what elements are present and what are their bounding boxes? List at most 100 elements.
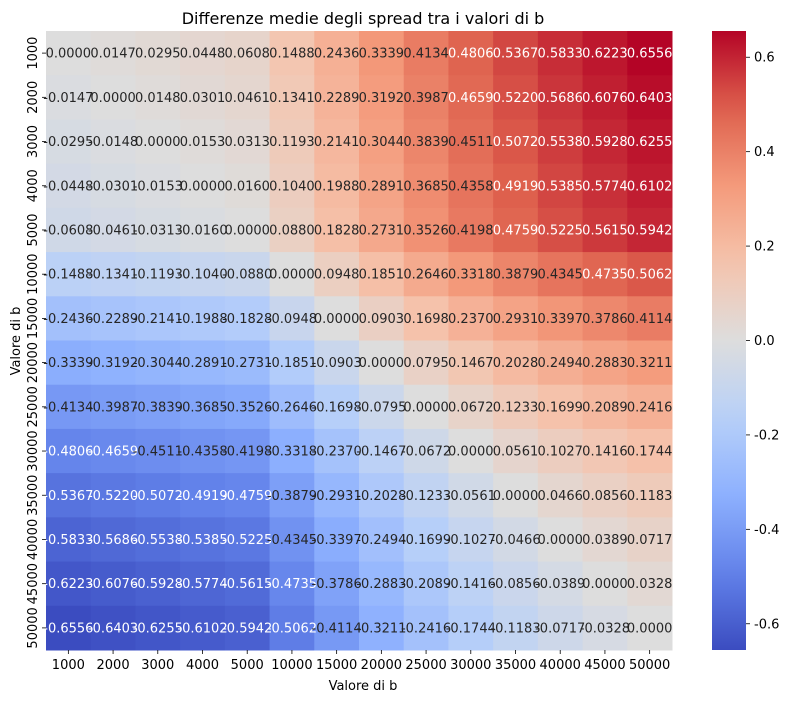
heatmap-cell [180, 75, 226, 120]
x-axis-ticks: 1000 2000 3000 4000 5000 10000 15000 20000 25000… [52, 650, 670, 673]
x-tick-label: 30000 [450, 658, 491, 673]
heatmap-cell [269, 384, 315, 430]
cell-value-label: 0.0295 [135, 47, 181, 62]
heatmap-cell [582, 517, 628, 563]
heatmap-cell [403, 340, 449, 386]
heatmap-cell [180, 384, 226, 430]
heatmap-cell [403, 428, 449, 474]
cell-value-label: -0.5225 [222, 533, 272, 548]
heatmap-cell [269, 31, 315, 76]
heatmap-cell [403, 75, 449, 120]
cell-value-label: 0.0000 [403, 400, 449, 415]
heatmap-cell [135, 473, 181, 518]
y-tick-label: 30000 [26, 430, 41, 471]
cell-value-label: -0.0561 [446, 489, 496, 504]
cell-value-label: -0.2891 [177, 356, 227, 371]
heatmap-cell [448, 119, 494, 165]
heatmap-cell [627, 473, 673, 518]
heatmap-cell [269, 296, 315, 341]
heatmap-cell [448, 605, 494, 651]
y-axis-label: Valore di b [9, 307, 24, 376]
heatmap-cell [493, 119, 539, 165]
heatmap-cell [269, 340, 315, 386]
cell-value-label: 0.5686 [537, 91, 583, 106]
heatmap-cell [180, 561, 226, 607]
cell-value-label: -0.3987 [88, 400, 138, 415]
y-tick-label: 1000 [26, 37, 41, 70]
cell-value-label: 0.2370 [448, 312, 494, 327]
heatmap-cell [46, 207, 92, 253]
heatmap-cell [269, 428, 315, 474]
y-tick-label: 3000 [26, 125, 41, 158]
cell-value-label: 0.0608 [224, 47, 270, 62]
heatmap-cell [537, 473, 584, 518]
cell-value-label: 0.0795 [403, 356, 449, 371]
cell-value-label: 0.1193 [269, 135, 315, 150]
cell-value-label: -0.1699 [401, 533, 451, 548]
cell-value-label: 0.5385 [537, 179, 583, 194]
cell-value-label: 0.1699 [537, 400, 583, 415]
cell-value-label: 0.2289 [314, 91, 360, 106]
heatmap-cell [493, 473, 539, 518]
cell-value-label: -0.2883 [356, 577, 406, 592]
y-tick-label: 40000 [26, 519, 41, 560]
cell-value-label: -0.2028 [356, 489, 406, 504]
heatmap-cell [135, 252, 181, 297]
cell-value-label: -0.1698 [312, 400, 362, 415]
heatmap-cell [90, 207, 136, 253]
heatmap-cell [448, 31, 494, 76]
heatmap-cell [448, 252, 494, 297]
heatmap-cell [448, 384, 494, 430]
heatmap-cell [448, 75, 494, 120]
x-tick-label: 4000 [186, 658, 219, 673]
heatmap-cell [493, 561, 539, 607]
cell-value-label: -0.4511 [133, 445, 183, 460]
heatmap-cell [90, 428, 136, 474]
heatmap-cell [582, 207, 628, 253]
cell-value-label: -0.0672 [401, 445, 451, 460]
x-axis-label: Valore di b [329, 679, 398, 694]
heatmap-cell [627, 296, 673, 341]
cell-value-label: 0.6076 [582, 91, 628, 106]
heatmap-cell [314, 340, 360, 386]
cell-value-label: 0.3685 [403, 179, 449, 194]
heatmap-cell [493, 163, 539, 209]
cell-value-label: -0.4114 [312, 621, 362, 636]
heatmap-cell [314, 384, 360, 430]
cell-value-label: -0.5062 [267, 621, 317, 636]
heatmap-cell [359, 340, 405, 386]
heatmap-cell [627, 252, 673, 297]
heatmap-cell [582, 252, 628, 297]
cell-value-label: 0.2731 [359, 223, 405, 238]
cell-value-label: 0.2436 [314, 47, 360, 62]
heatmap-cell [314, 75, 360, 120]
cell-value-label: 0.0672 [448, 400, 494, 415]
heatmap-cell [90, 340, 136, 386]
cell-value-label: 0.4919 [493, 179, 539, 194]
cell-value-label: -0.0795 [356, 400, 406, 415]
heatmap-cell [627, 207, 673, 253]
heatmap-cell [537, 31, 584, 76]
heatmap-cell [224, 31, 271, 76]
cell-value-label: 0.0000 [537, 533, 583, 548]
heatmap-cell [493, 517, 539, 563]
heatmap-cell [627, 384, 673, 430]
cell-value-label: 0.4511 [448, 135, 494, 150]
cell-value-label: 0.2028 [493, 356, 539, 371]
cell-value-label: -0.1988 [177, 312, 227, 327]
heatmap-cell [627, 31, 673, 76]
heatmap-cell [359, 296, 405, 341]
heatmap-cell [448, 296, 494, 341]
cell-value-label: -0.0295 [43, 135, 93, 150]
heatmap-cell [180, 296, 226, 341]
cell-value-label: -0.1744 [446, 621, 496, 636]
heatmap-cell [314, 296, 360, 341]
heatmap-cell [582, 340, 628, 386]
heatmap-cell [135, 384, 181, 430]
cell-value-label: -0.3786 [312, 577, 362, 592]
cell-value-label: -0.4659 [88, 445, 138, 460]
cell-value-label: -0.6102 [177, 621, 227, 636]
cell-value-label: -0.5220 [88, 489, 138, 504]
cell-value-label: -0.0153 [133, 179, 183, 194]
heatmap-cell [627, 75, 673, 120]
